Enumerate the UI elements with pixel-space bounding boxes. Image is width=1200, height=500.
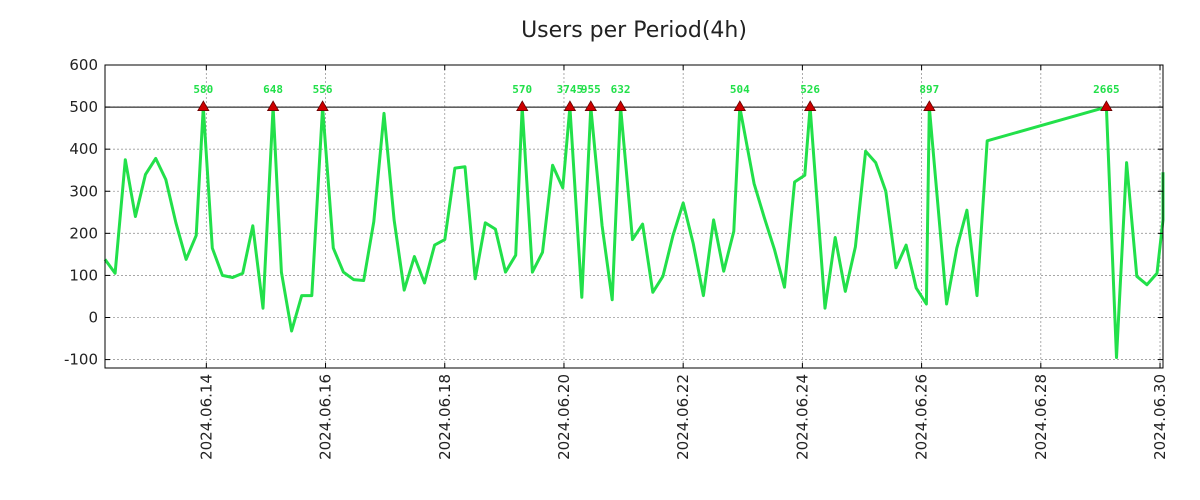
- y-tick-labels: -100 0 100 200 300 400 500 600: [64, 56, 98, 369]
- peak-marker: [516, 100, 529, 111]
- chart-title: Users per Period(4h): [521, 18, 747, 43]
- peak-label: 504: [730, 83, 750, 96]
- peak-label: 580: [193, 83, 213, 96]
- x-tick-label: 2024.06.22: [674, 374, 692, 460]
- x-tick-label: 2024.06.20: [555, 374, 573, 460]
- peak-marker: [584, 100, 597, 111]
- series-layer: [103, 105, 1165, 359]
- peak-label: 3745: [557, 83, 584, 96]
- y-tick-label: 200: [69, 224, 98, 242]
- peak-label: 955: [581, 83, 601, 96]
- x-tick-label: 2024.06.18: [436, 374, 454, 460]
- x-tick-label: 2024.06.16: [317, 374, 335, 460]
- peak-marker: [266, 100, 280, 111]
- peak-label: 526: [800, 83, 820, 96]
- peak-marker: [614, 100, 627, 111]
- peak-label: 632: [611, 83, 631, 96]
- axes: [104, 64, 1164, 369]
- peak-marker: [733, 100, 746, 111]
- peak-marker: [316, 100, 329, 111]
- y-tick-label: 400: [69, 140, 98, 158]
- x-tick-label: 2024.06.26: [913, 374, 931, 460]
- y-tick-label: 0: [88, 309, 98, 327]
- peak-marker: [1100, 100, 1113, 111]
- peak-label: 570: [512, 83, 532, 96]
- peak-label: 556: [313, 83, 333, 96]
- peak-marker: [803, 100, 817, 111]
- y-tick-label: 300: [69, 182, 98, 200]
- peak-label: 648: [263, 83, 283, 96]
- peak-marker: [923, 100, 936, 111]
- y-tick-label: 100: [69, 266, 98, 284]
- peak-label: 897: [919, 83, 939, 96]
- plot-frame: [104, 64, 1164, 369]
- y-tick-label: 600: [69, 56, 98, 74]
- peak-marker: [197, 100, 210, 111]
- peak-marker: [563, 100, 577, 111]
- peak-label: 2665: [1093, 83, 1120, 96]
- y-tick-label: 500: [69, 98, 98, 116]
- x-tick-labels: 2024.06.14 2024.06.16 2024.06.18 2024.06.20…: [197, 374, 1169, 460]
- x-tick-label: 2024.06.30: [1151, 374, 1169, 460]
- series-line-users: [103, 105, 1165, 359]
- x-tick-label: 2024.06.24: [793, 374, 811, 460]
- x-tick-label: 2024.06.14: [197, 374, 215, 460]
- grid: [105, 64, 1163, 368]
- y-tick-label: -100: [64, 351, 98, 369]
- x-tick-label: 2024.06.28: [1032, 374, 1050, 460]
